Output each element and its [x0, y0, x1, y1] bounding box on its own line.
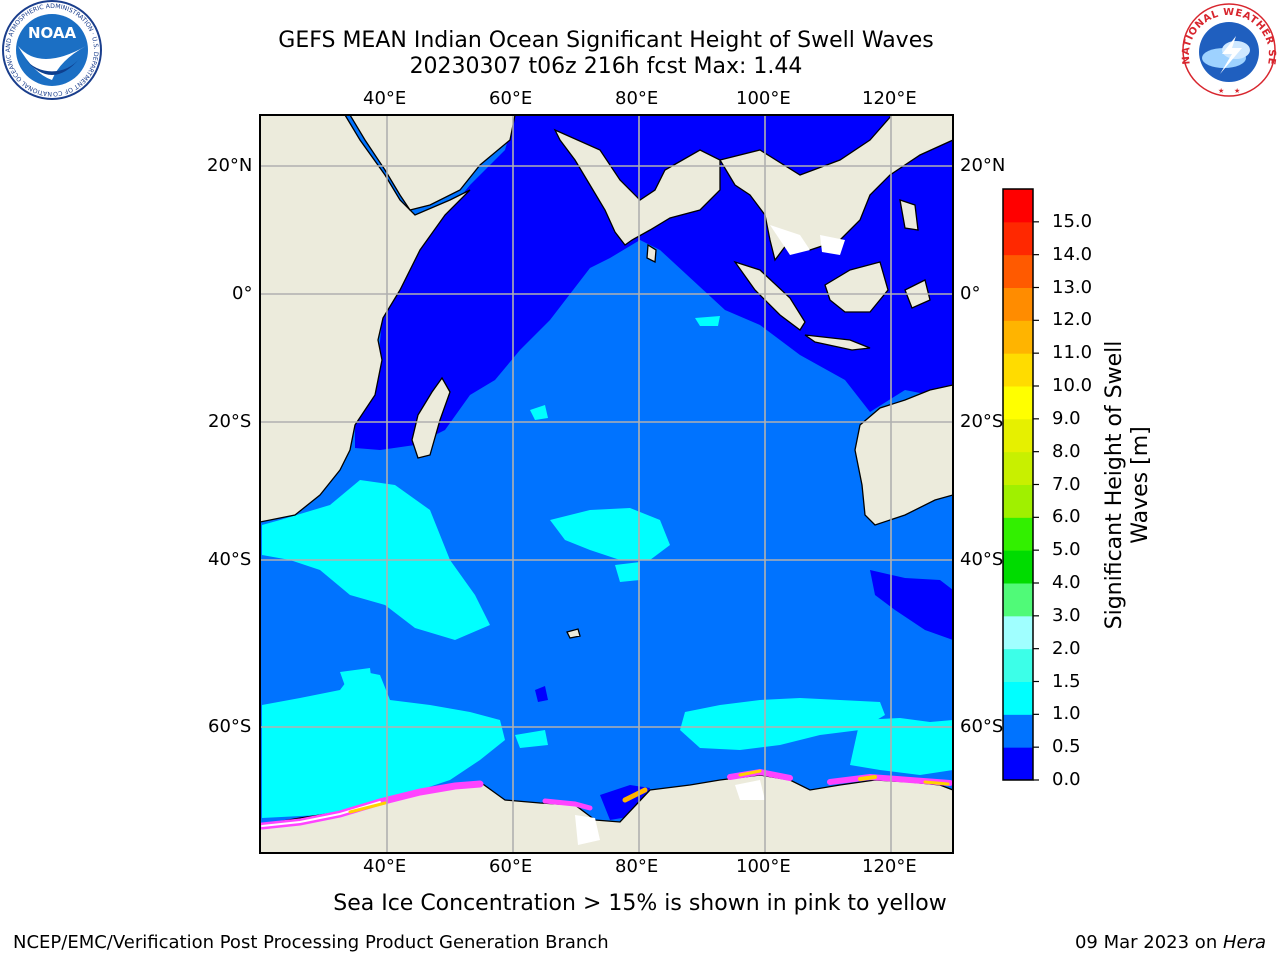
colorbar-swatch [1003, 221, 1033, 256]
colorbar-tick-label: 12.0 [1052, 309, 1093, 331]
footer-credit: NCEP/EMC/Verification Post Processing Pr… [13, 932, 609, 953]
colorbar-swatch [1003, 353, 1033, 387]
colorbar-tick-label: 8.0 [1052, 440, 1081, 462]
colorbar-tick-label: 11.0 [1052, 342, 1093, 364]
colorbar-swatch [1003, 550, 1033, 584]
colorbar-swatch [1003, 648, 1033, 682]
lon-label-top-100e: 100°E [736, 88, 791, 109]
landmass-borneo [824, 261, 889, 313]
colorbar-tick-label: 3.0 [1052, 604, 1081, 626]
lon-label-top-60e: 60°E [489, 88, 533, 109]
map-gridlines [260, 115, 953, 853]
footer-machine: Hera [1222, 932, 1266, 953]
colorbar-swatch [1003, 386, 1033, 420]
lat-label-right-20n: 20°N [960, 155, 1006, 176]
landmass-india [553, 128, 721, 246]
noaa-logo-text: NOAA [28, 24, 77, 42]
footer-date: 09 Mar 2023 on Hera [1075, 932, 1266, 954]
map-subtitle: 20230307 t06z 216h fcst Max: 1.44 [409, 54, 803, 79]
lon-label-top-80e: 80°E [615, 88, 659, 109]
colorbar-tick-label: 5.0 [1052, 539, 1081, 561]
sea-ice-caption: Sea Ice Concentration > 15% is shown in … [333, 891, 947, 916]
colorbar-tick-label: 10.0 [1052, 375, 1093, 396]
colorbar-tick-label: 14.0 [1052, 243, 1093, 265]
colorbar-swatch [1003, 189, 1033, 223]
noaa-logo: NATIONAL OCEANIC AND ATMOSPHERIC ADMINIS… [0, 0, 102, 100]
colorbar-swatch [1003, 287, 1033, 321]
colorbar-title-line2: Waves [m] [1128, 426, 1153, 544]
lon-label-bottom-60e: 60°E [489, 856, 533, 877]
colorbar-tick-label: 2.0 [1052, 637, 1081, 659]
lon-label-top-120e: 120°E [862, 88, 917, 109]
nws-logo: NATIONAL WEATHER SERVICE ★ ★ [1178, 0, 1277, 98]
landmass-africa [260, 115, 471, 523]
colorbar-border [1002, 188, 1034, 781]
colorbar-tick-label: 0.0 [1052, 769, 1081, 790]
landmasses [260, 115, 953, 853]
colorbar-tick-label: 7.0 [1052, 473, 1081, 495]
colorbar-swatch [1003, 451, 1033, 485]
colorbar-tick-label: 15.0 [1052, 210, 1093, 232]
lat-label-left-0: 0° [232, 283, 253, 304]
colorbar-tick-label: 4.0 [1052, 572, 1081, 593]
colorbar-swatch [1003, 747, 1033, 781]
colorbar-tick-label: 0.5 [1052, 736, 1081, 758]
lat-label-right-60s: 60°S [960, 716, 1004, 737]
colorbar-swatch [1003, 714, 1033, 748]
svg-text:★: ★ [1234, 87, 1240, 95]
colorbar-swatch [1003, 320, 1033, 354]
lat-label-right-0: 0° [960, 283, 981, 304]
landmass-madagascar [411, 376, 451, 459]
colorbar [1003, 189, 1033, 781]
landmass-java [804, 334, 871, 351]
colorbar-swatch [1003, 254, 1033, 288]
lat-label-left-20s: 20°S [208, 411, 252, 432]
lon-label-bottom-100e: 100°E [736, 856, 791, 877]
map-title: GEFS MEAN Indian Ocean Significant Heigh… [278, 28, 934, 53]
colorbar-swatch [1003, 484, 1033, 518]
lon-label-bottom-80e: 80°E [615, 856, 659, 877]
footer-date-text: 09 Mar 2023 on [1074, 932, 1223, 953]
landmass-kerguelen [566, 628, 581, 639]
colorbar-tick-label: 13.0 [1052, 276, 1093, 298]
colorbar-tick-label: 6.0 [1052, 506, 1081, 528]
colorbar-swatch [1003, 615, 1033, 650]
landmass-australia [854, 384, 953, 526]
landmass-arabia [349, 115, 516, 211]
lat-label-right-20s: 20°S [960, 411, 1004, 432]
map-plot-area [260, 115, 953, 853]
colorbar-tick-label: 1.0 [1052, 703, 1081, 725]
lat-label-left-40s: 40°S [208, 549, 252, 570]
colorbar-title-line1: Significant Height of Swell [1102, 340, 1127, 630]
colorbar-swatch [1003, 583, 1033, 617]
colorbar-tick-label: 1.5 [1052, 670, 1081, 692]
lon-label-bottom-40e: 40°E [363, 856, 407, 877]
sea-ice-band [260, 768, 953, 830]
svg-text:★: ★ [1218, 87, 1224, 95]
map-border [259, 114, 954, 854]
colorbar-swatch [1003, 517, 1033, 551]
lon-label-bottom-120e: 120°E [862, 856, 917, 877]
lat-label-left-60s: 60°S [208, 716, 252, 737]
colorbar-tick-label: 9.0 [1052, 407, 1081, 429]
lat-label-left-20n: 20°N [207, 155, 253, 176]
landmass-southeast-asia [718, 115, 953, 262]
colorbar-ticks [1033, 221, 1039, 781]
lon-label-top-40e: 40°E [363, 88, 407, 109]
colorbar-swatch [1003, 418, 1033, 453]
colorbar-swatch [1003, 681, 1033, 715]
masked-areas [575, 225, 845, 845]
lat-label-right-40s: 40°S [960, 549, 1004, 570]
